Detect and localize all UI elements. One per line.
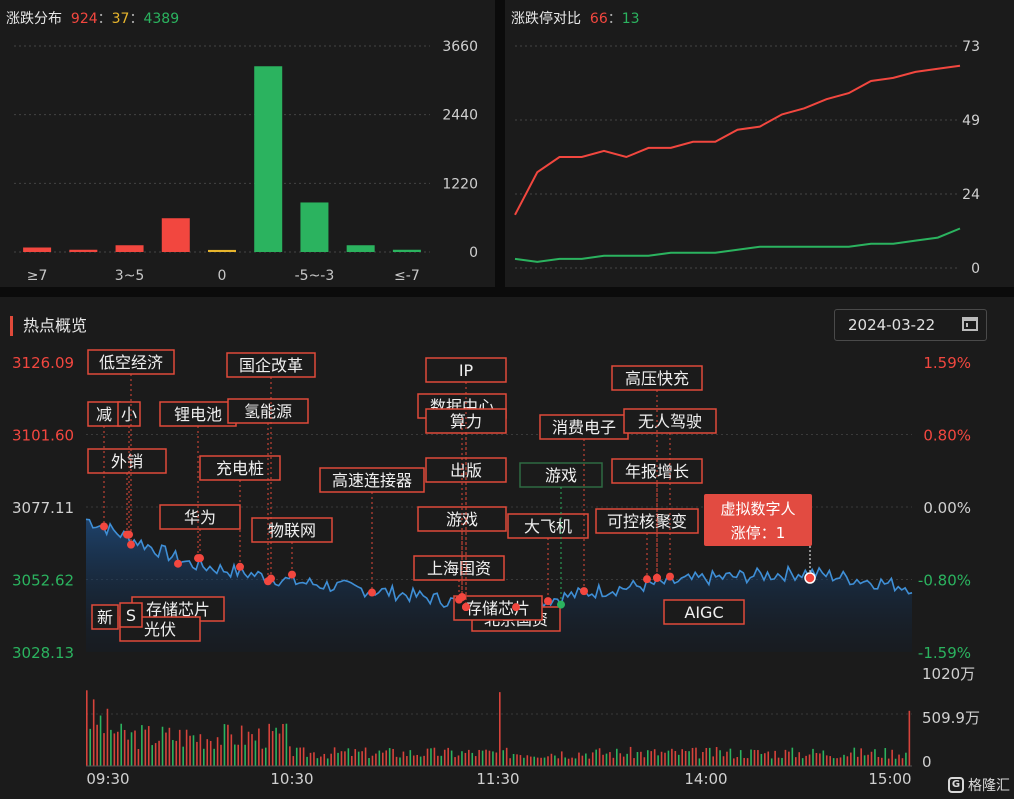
limit-compare-chart: 73 49 24 0 <box>514 39 980 277</box>
x-tick-label: 0 <box>218 268 227 284</box>
gelonghui-logo: G 格隆汇 <box>948 775 1010 795</box>
separator: ： <box>607 11 622 27</box>
y-tick-label: 24 <box>962 187 980 203</box>
bar <box>254 66 283 252</box>
bar <box>300 202 329 252</box>
x-tick-label: -5~-3 <box>295 268 335 284</box>
date-picker[interactable]: 2024-03-22 <box>834 309 987 341</box>
logo-mark-icon: G <box>948 777 964 793</box>
separator: ： <box>129 11 144 27</box>
y-tick-label: 73 <box>962 39 980 55</box>
limit-down-line <box>514 227 961 263</box>
y-tick-label: 0 <box>469 245 478 261</box>
limit-compare-title: 涨跌停对比 <box>511 11 581 27</box>
distribution-title: 涨跌分布 <box>6 11 62 27</box>
bar <box>392 249 421 252</box>
down-count: 4389 <box>143 11 180 27</box>
limit-compare-panel: 涨跌停对比 66：13 73 49 24 0 <box>505 0 1014 287</box>
x-tick-label: 3~5 <box>115 268 145 284</box>
distribution-chart: 3660 2440 1220 0 ≥7 3~5 0 -5~-3 ≤-7 <box>14 39 478 284</box>
hot-overview-title: 热点概览 <box>10 316 87 336</box>
distribution-header: 涨跌分布 924：37：4389 <box>6 8 179 28</box>
bar <box>208 249 236 252</box>
hot-overview-panel <box>0 297 1014 799</box>
y-tick-label: 49 <box>962 113 980 129</box>
up-count: 924 <box>70 11 98 27</box>
separator: ： <box>97 11 112 27</box>
y-tick-label: 0 <box>971 261 980 277</box>
y-tick-label: 1220 <box>442 176 478 192</box>
limit-up-count: 66 <box>589 11 608 27</box>
bar <box>23 247 52 252</box>
bar <box>115 245 144 252</box>
x-tick-label: ≤-7 <box>394 268 420 284</box>
date-value: 2024-03-22 <box>848 316 936 334</box>
limit-compare-header: 涨跌停对比 66：13 <box>511 8 640 28</box>
y-tick-label: 2440 <box>442 108 478 124</box>
x-tick-label: ≥7 <box>27 268 48 284</box>
logo-text: 格隆汇 <box>968 778 1010 794</box>
bar <box>69 249 98 252</box>
bar <box>346 245 375 252</box>
limit-down-count: 13 <box>621 11 640 27</box>
limit-up-line <box>514 64 961 216</box>
y-tick-label: 3660 <box>442 39 478 55</box>
flat-count: 37 <box>111 11 130 27</box>
distribution-panel: 涨跌分布 924：37：4389 3660 2440 1220 0 ≥7 3~5 0 -5~-… <box>0 0 495 287</box>
calendar-icon[interactable] <box>962 317 978 331</box>
bar <box>161 218 190 252</box>
